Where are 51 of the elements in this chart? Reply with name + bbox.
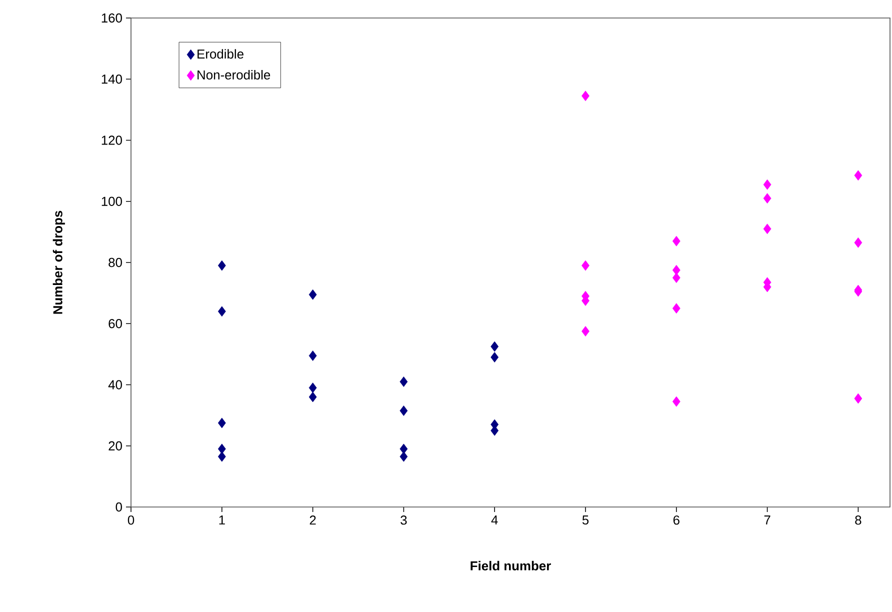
point <box>400 451 408 462</box>
y-tick-label: 140 <box>102 74 122 84</box>
point <box>490 341 499 352</box>
y-tick-label: 160 <box>102 13 122 23</box>
legend-label: Non-erodible <box>198 70 270 80</box>
point <box>672 272 680 283</box>
point <box>582 90 590 102</box>
y-tick-label: 20 <box>108 441 122 450</box>
x-axis-title: Field number <box>470 560 551 570</box>
y-axis-title: Number of drops <box>52 210 65 314</box>
x-tick-label: 8 <box>855 516 862 525</box>
point <box>763 179 772 190</box>
point <box>763 224 772 234</box>
x-tick-label: 2 <box>310 516 316 525</box>
point <box>854 237 862 248</box>
point <box>672 236 680 246</box>
point <box>763 193 772 204</box>
point <box>672 303 680 314</box>
x-tick-label: 3 <box>400 516 407 525</box>
y-tick-label: 0 <box>116 502 122 512</box>
y-tick-label: 60 <box>108 319 122 328</box>
point <box>218 306 226 317</box>
y-tick-label: 120 <box>102 136 122 145</box>
point <box>854 170 862 181</box>
point <box>308 289 317 300</box>
x-tick-label: 7 <box>764 516 770 524</box>
point <box>308 392 317 402</box>
point <box>582 326 590 336</box>
legend-label: Erodible <box>198 49 244 59</box>
point <box>308 382 317 394</box>
point <box>854 393 862 404</box>
x-tick-label: 0 <box>128 516 134 525</box>
x-tick-label: 6 <box>673 516 680 525</box>
point <box>218 260 226 271</box>
point <box>218 444 226 454</box>
point <box>400 376 408 387</box>
point <box>490 352 499 362</box>
y-tick-label: 80 <box>108 258 122 268</box>
x-tick-label: 4 <box>491 516 498 524</box>
point <box>308 350 317 361</box>
y-tick-label: 40 <box>108 380 122 390</box>
point <box>582 260 590 271</box>
point <box>218 451 226 462</box>
y-tick-label: 100 <box>102 196 122 206</box>
point <box>672 264 680 276</box>
point <box>400 406 408 416</box>
point <box>218 418 226 428</box>
point <box>400 444 408 454</box>
point <box>672 396 680 407</box>
x-tick-label: 5 <box>582 516 589 525</box>
x-tick-label: 1 <box>219 516 225 524</box>
